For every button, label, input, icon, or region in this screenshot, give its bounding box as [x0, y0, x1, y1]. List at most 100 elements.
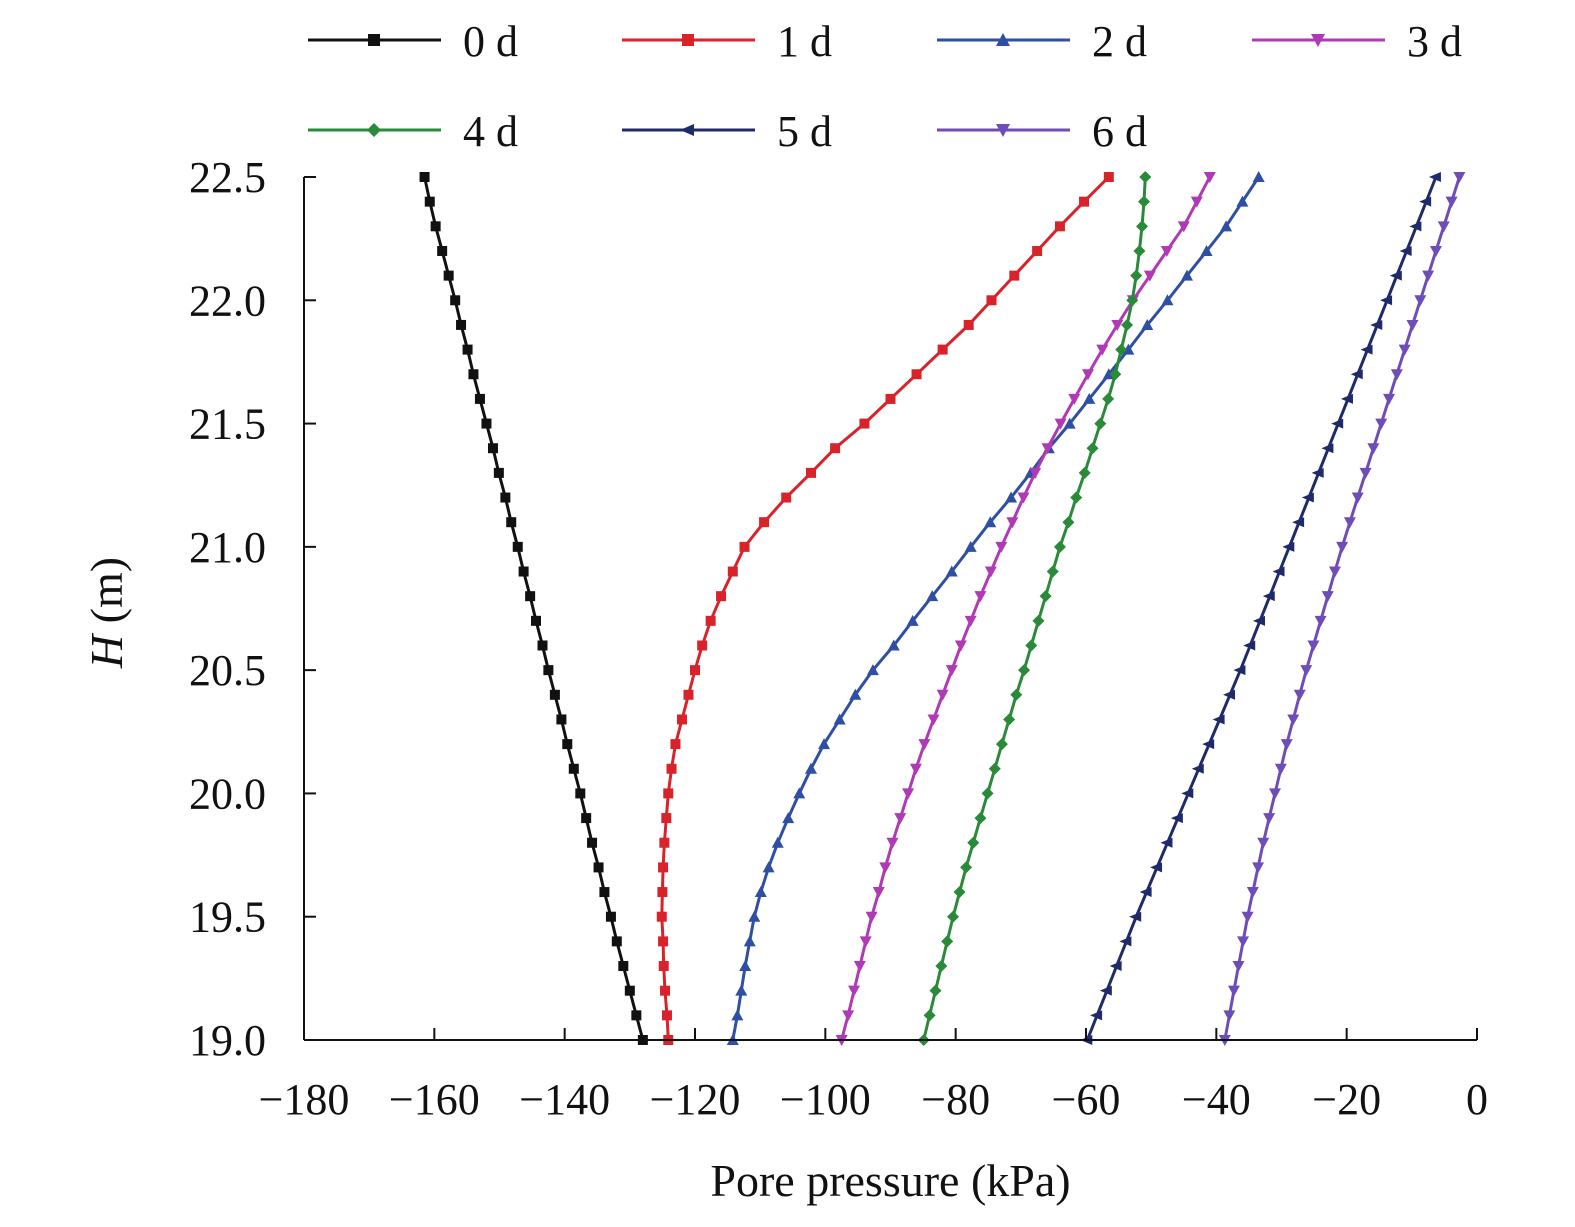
data-point-0-d — [525, 591, 536, 602]
data-point-1-d — [937, 344, 948, 355]
series-line-5-d — [1085, 176, 1438, 1041]
data-point-3-d — [936, 689, 949, 701]
legend-label-4-d: 4 d — [463, 107, 518, 156]
data-point-0-d — [599, 887, 610, 898]
data-point-1-d — [759, 517, 770, 528]
data-point-0-d — [618, 961, 629, 972]
data-point-0-d — [611, 936, 622, 947]
data-point-1-d — [656, 911, 667, 922]
data-point-3-d — [995, 541, 1008, 553]
series-6-d — [1218, 172, 1466, 1046]
data-point-4-d — [1130, 269, 1143, 282]
series-2-d — [726, 171, 1265, 1045]
data-point-2-d — [1005, 491, 1018, 503]
data-point-0-d — [437, 245, 448, 256]
data-point-3-d — [1006, 517, 1019, 529]
data-point-5-d — [1301, 492, 1314, 503]
legend-marker-6-d — [996, 124, 1010, 137]
x-tick-label: −40 — [1182, 1075, 1251, 1124]
data-point-1-d — [705, 615, 716, 626]
data-point-4-d — [1046, 565, 1059, 578]
data-point-6-d — [1232, 961, 1245, 973]
legend-item-0-d: 0 d — [308, 17, 518, 66]
data-point-0-d — [487, 443, 498, 454]
data-point-2-d — [1122, 343, 1135, 355]
data-point-3-d — [865, 911, 878, 923]
data-point-3-d — [1029, 467, 1042, 479]
data-point-0-d — [530, 615, 541, 626]
data-point-2-d — [964, 540, 977, 552]
data-point-0-d — [424, 196, 435, 207]
data-point-3-d — [1203, 172, 1216, 183]
data-point-6-d — [1293, 689, 1306, 701]
data-point-1-d — [661, 813, 672, 824]
data-point-2-d — [833, 713, 846, 725]
data-point-6-d — [1375, 418, 1388, 430]
data-point-1-d — [859, 418, 870, 429]
data-point-5-d — [1119, 936, 1132, 947]
legend-label-1-d: 1 d — [777, 17, 832, 66]
data-point-3-d — [1177, 221, 1190, 233]
data-point-1-d — [1079, 196, 1090, 207]
y-tick-label: 22.0 — [189, 276, 266, 325]
data-point-4-d — [1010, 688, 1023, 701]
data-point-2-d — [1181, 269, 1194, 281]
y-tick-label: 21.0 — [189, 523, 266, 572]
data-point-0-d — [549, 689, 560, 700]
data-point-0-d — [456, 319, 467, 330]
data-point-3-d — [1041, 443, 1054, 455]
data-point-3-d — [842, 1010, 855, 1022]
x-tick-label: −140 — [519, 1075, 610, 1124]
data-point-2-d — [984, 516, 997, 528]
data-point-3-d — [945, 665, 958, 677]
data-point-2-d — [739, 960, 752, 972]
legend: 0 d 1 d 2 d 3 d 4 d 5 d 6 d — [308, 17, 1462, 156]
series-line-4-d — [922, 176, 1147, 1041]
series-line-3-d — [840, 176, 1212, 1041]
data-point-4-d — [1086, 442, 1099, 455]
y-axis-ticks: 19.0 19.5 20.0 20.5 21.0 21.5 22.0 22.5 — [189, 153, 316, 1065]
data-point-4-d — [1053, 540, 1066, 553]
x-tick-label: −100 — [780, 1075, 871, 1124]
data-point-5-d — [1223, 689, 1236, 700]
data-point-5-d — [1428, 172, 1441, 182]
y-tick-label: 20.0 — [189, 769, 266, 818]
data-point-1-d — [986, 295, 997, 306]
data-point-4-d — [1115, 343, 1128, 356]
legend-label-0-d: 0 d — [463, 17, 518, 66]
data-point-1-d — [739, 541, 750, 552]
data-point-6-d — [1268, 788, 1281, 800]
data-point-1-d — [805, 467, 816, 478]
x-tick-label: −80 — [921, 1075, 990, 1124]
data-point-5-d — [1370, 319, 1383, 330]
legend-item-4-d: 4 d — [308, 107, 518, 156]
data-point-0-d — [518, 566, 529, 577]
data-point-4-d — [1109, 368, 1122, 381]
data-point-6-d — [1367, 443, 1380, 455]
data-point-1-d — [676, 714, 687, 725]
data-point-2-d — [748, 910, 761, 922]
data-point-0-d — [593, 862, 604, 873]
data-point-6-d — [1398, 344, 1411, 356]
data-point-0-d — [605, 911, 616, 922]
data-point-6-d — [1257, 837, 1270, 849]
data-point-1-d — [657, 887, 668, 898]
data-point-6-d — [1414, 295, 1427, 307]
data-point-5-d — [1202, 739, 1215, 750]
data-point-3-d — [1054, 418, 1067, 430]
data-point-1-d — [716, 591, 727, 602]
x-tick-label: −120 — [650, 1075, 741, 1124]
data-point-4-d — [1078, 466, 1091, 479]
y-axis-symbol: H — [81, 632, 132, 669]
legend-label-2-d: 2 d — [1092, 17, 1147, 66]
data-point-5-d — [1191, 763, 1204, 774]
data-point-5-d — [1212, 714, 1225, 725]
data-point-0-d — [562, 739, 573, 750]
data-point-3-d — [1160, 245, 1173, 257]
data-point-2-d — [1063, 417, 1076, 429]
legend-marker-2-d — [996, 33, 1010, 46]
data-point-4-d — [941, 935, 954, 948]
data-point-3-d — [1111, 319, 1124, 331]
data-point-1-d — [963, 319, 974, 330]
